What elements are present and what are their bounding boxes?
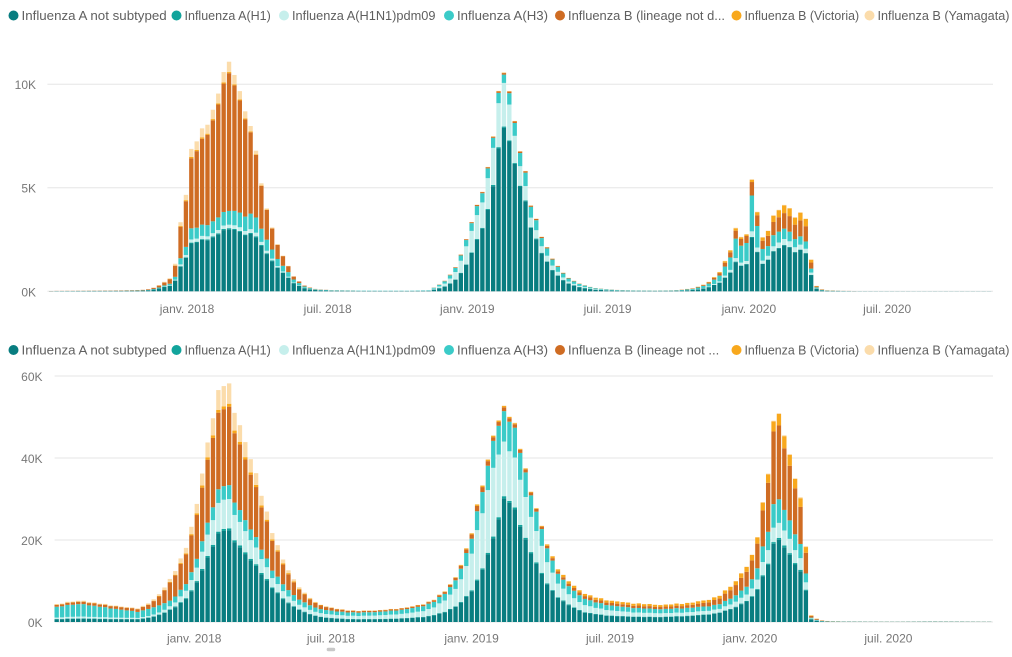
svg-text:janv. 2018: janv. 2018 <box>159 302 215 316</box>
svg-text:0K: 0K <box>21 285 36 299</box>
svg-text:Influenza A(H1N1)pdm09: Influenza A(H1N1)pdm09 <box>292 343 436 358</box>
svg-text:janv. 2020: janv. 2020 <box>722 631 778 645</box>
svg-text:Influenza B (Yamagata): Influenza B (Yamagata) <box>878 343 1010 358</box>
svg-text:juil. 2019: juil. 2019 <box>583 302 632 316</box>
svg-text:Influenza A not subtyped: Influenza A not subtyped <box>22 343 167 358</box>
svg-text:janv. 2018: janv. 2018 <box>166 631 222 645</box>
svg-text:janv. 2020: janv. 2020 <box>721 302 777 316</box>
svg-text:Influenza B (lineage not d...: Influenza B (lineage not d... <box>568 8 725 23</box>
svg-text:Influenza A(H1): Influenza A(H1) <box>185 8 271 23</box>
svg-text:juil. 2018: juil. 2018 <box>303 302 352 316</box>
svg-text:10K: 10K <box>15 78 36 92</box>
svg-text:juil. 2020: juil. 2020 <box>863 631 912 645</box>
svg-text:janv. 2019: janv. 2019 <box>443 631 499 645</box>
svg-text:0K: 0K <box>28 616 43 630</box>
svg-text:juil. 2020: juil. 2020 <box>862 302 911 316</box>
svg-text:janv. 2019: janv. 2019 <box>439 302 495 316</box>
svg-text:Influenza A(H3): Influenza A(H3) <box>457 8 548 23</box>
svg-text:Influenza A(H3): Influenza A(H3) <box>457 343 548 358</box>
svg-text:40K: 40K <box>21 452 42 466</box>
svg-text:Influenza B (Victoria): Influenza B (Victoria) <box>745 343 860 358</box>
svg-text:Influenza A not subtyped: Influenza A not subtyped <box>22 8 167 23</box>
svg-text:Influenza B (Yamagata): Influenza B (Yamagata) <box>878 8 1010 23</box>
svg-text:20K: 20K <box>21 534 42 548</box>
svg-text:5K: 5K <box>21 182 36 196</box>
svg-text:Influenza A(H1N1)pdm09: Influenza A(H1N1)pdm09 <box>292 8 436 23</box>
svg-text:Influenza A(H1): Influenza A(H1) <box>185 343 271 358</box>
svg-text:juil. 2019: juil. 2019 <box>585 631 634 645</box>
svg-text:Influenza B (lineage not ...: Influenza B (lineage not ... <box>568 343 719 358</box>
svg-text:juil. 2018: juil. 2018 <box>306 631 355 645</box>
svg-text:60K: 60K <box>21 370 42 384</box>
svg-text:Influenza B (Victoria): Influenza B (Victoria) <box>745 8 860 23</box>
